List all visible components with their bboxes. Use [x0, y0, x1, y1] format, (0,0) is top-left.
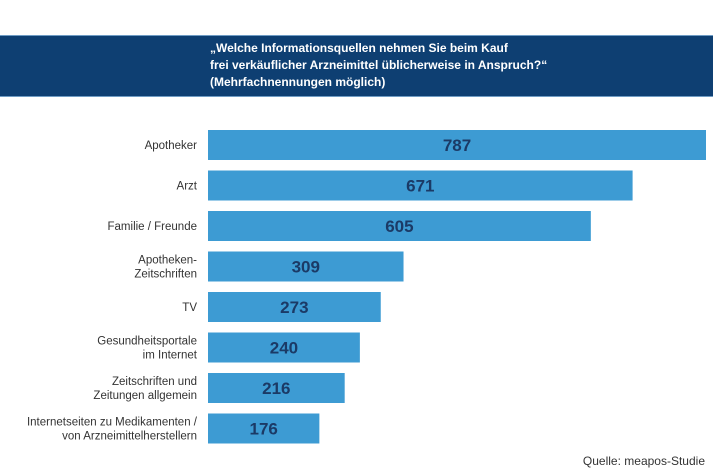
- category-label: Familie / Freunde: [108, 221, 197, 233]
- bar: [208, 130, 706, 160]
- bar: [208, 251, 404, 282]
- category-label: Internetseiten zu Medikamenten /: [27, 417, 198, 429]
- value-label: 216: [262, 379, 290, 398]
- value-label: 671: [406, 177, 434, 196]
- value-label: 309: [292, 258, 320, 277]
- bar: [208, 332, 360, 363]
- category-label: Zeitungen allgemein: [93, 390, 197, 402]
- bar: [208, 413, 320, 444]
- value-label: 605: [385, 217, 413, 236]
- category-label: Zeitschriften und: [112, 376, 197, 388]
- value-label: 176: [249, 420, 277, 439]
- category-label: im Internet: [143, 350, 198, 362]
- bar: [208, 211, 591, 241]
- category-label: Gesundheitsportale: [97, 336, 197, 348]
- bar: [208, 170, 633, 201]
- category-label: von Arzneimittelherstellern: [62, 431, 197, 443]
- category-label: Zeitschriften: [134, 269, 197, 281]
- category-label: Arzt: [177, 181, 198, 193]
- value-label: 787: [443, 136, 471, 155]
- value-label: 273: [280, 298, 308, 317]
- title-banner: „Welche Informationsquellen nehmen Sie b…: [0, 35, 713, 97]
- bar: [208, 292, 381, 322]
- category-label: Apotheker: [145, 140, 198, 152]
- category-label: TV: [182, 302, 197, 314]
- bar: [208, 373, 345, 403]
- category-label: Apotheken-: [138, 255, 197, 267]
- chart-title: „Welche Informationsquellen nehmen Sie b…: [210, 41, 548, 89]
- value-label: 240: [270, 339, 298, 358]
- source-note: Quelle: meapos-Studie: [582, 454, 705, 468]
